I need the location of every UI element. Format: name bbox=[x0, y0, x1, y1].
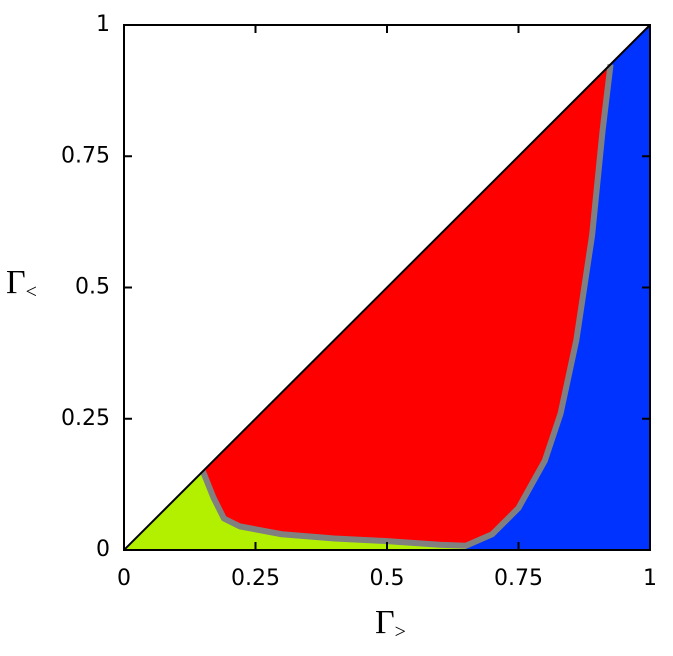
region-right bbox=[465, 25, 650, 550]
x-label-main: Γ bbox=[375, 604, 395, 641]
region-middle bbox=[202, 64, 611, 546]
y-tick-label: 0.5 bbox=[75, 275, 110, 300]
y-tick-label: 0.75 bbox=[61, 143, 110, 168]
phase-boundary bbox=[200, 64, 614, 549]
y-axis-label: Γ< bbox=[6, 264, 37, 303]
y-label-sub: < bbox=[26, 281, 37, 303]
x-tick-label: 0.5 bbox=[370, 566, 405, 591]
y-label-main: Γ bbox=[6, 264, 26, 301]
y-tick-label: 1 bbox=[96, 12, 110, 37]
regions bbox=[124, 25, 650, 550]
x-tick-label: 1 bbox=[643, 566, 657, 591]
y-tick-label: 0 bbox=[96, 537, 110, 562]
x-tick-label: 0.25 bbox=[231, 566, 280, 591]
x-label-sub: > bbox=[395, 621, 406, 643]
x-axis-label: Γ> bbox=[375, 604, 406, 643]
diagonal bbox=[123, 24, 651, 551]
x-tick-label: 0.75 bbox=[494, 566, 543, 591]
y-tick-label: 0.25 bbox=[61, 406, 110, 431]
x-tick-label: 0 bbox=[117, 566, 131, 591]
